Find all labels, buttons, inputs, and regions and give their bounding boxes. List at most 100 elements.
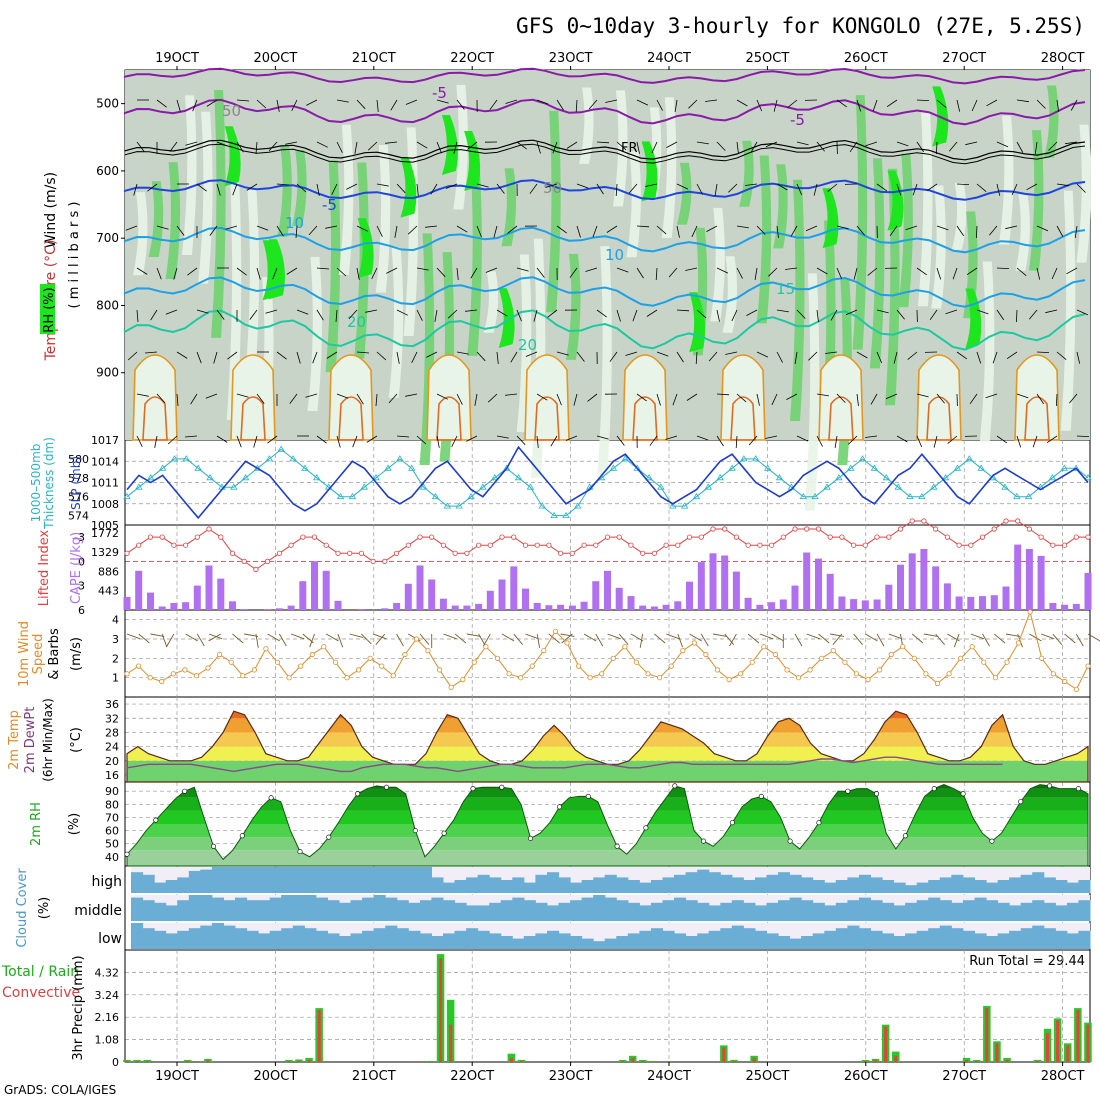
cloud-cover-bar [189,895,201,921]
cloud-cover-bar [351,900,363,921]
temp-tick-label: 20 [105,755,119,768]
cloud-cover-bar [212,923,224,949]
cloud-cover-bar [177,900,189,921]
cloud-cover-bar [385,926,397,949]
precip-convective-bar [753,1058,756,1062]
cloud-cover-bar [674,933,686,949]
rh-point [817,821,821,825]
cloud-cover-bar [489,903,501,921]
cloud-cover-bar [616,936,628,949]
cloud-cover-bar [859,875,871,893]
cloud-cover-bar [582,939,594,949]
cape-bar [206,566,213,611]
cloud-high-label: high [91,874,122,890]
cloud-axis-label: Cloud Cover [15,868,30,948]
precip-convective-bar [732,1061,735,1062]
rh-point [1047,784,1051,788]
precip-convective-bar [1056,1021,1059,1063]
date-label-top: 20OCT [254,51,298,66]
wind-speed-line-point [125,672,129,676]
cape-bar [534,603,541,610]
date-label-top: 24OCT [647,51,691,66]
lifted-index-line-point [1016,519,1020,523]
lifted-index-line-point [289,543,293,547]
rh-tick-label: 60 [105,825,119,838]
surface-wind-barb [795,634,802,646]
lifted-index-line-point [441,543,445,547]
cloud-cover-bar [686,872,698,893]
lifted-index-line-point [219,535,223,539]
contour-label: -5 [432,84,447,102]
cloud-cover-bar [778,872,790,893]
cloud-cover-bar [628,880,640,893]
cape-bar [381,608,388,610]
cape-bar [159,607,166,611]
rh-point [644,826,648,830]
lifted-index-line-point [125,551,129,555]
rh-point [586,794,590,798]
cape-bar [452,606,459,610]
temp-bands [125,690,1090,782]
lifted-index-line-point [676,543,680,547]
rh-point [413,828,417,832]
cloud-cover-bar [177,931,189,949]
lifted-index-line-point [277,551,281,555]
cloud-cover-bar [327,933,339,949]
precip-convective-bar [136,1061,139,1062]
wind-speed-line-point [843,660,847,664]
wind-speed-line-point [796,676,800,680]
surface-wind-barb [338,634,343,647]
contour-label: 20 [347,313,366,331]
cloud-cover-bar [489,933,501,949]
cloud-cover-bar [720,928,732,949]
wind-speed-line-point [854,672,858,676]
cloud-cover-bar [559,903,571,921]
cloud-cover-bar [836,928,848,949]
lifted-index-line-point [406,543,410,547]
surface-wind-barb [350,634,364,638]
contour-label: 20 [518,336,537,354]
cloud-cover-bar [339,903,351,921]
cloud-cover-bar [293,926,305,949]
slp-axis-label: SLP (mb) [69,456,83,510]
surface-wind-barb [167,634,174,646]
cape-bar [335,601,342,610]
cape-bar [557,605,564,610]
cape-bar [182,602,189,610]
surface-wind-barb [666,634,679,639]
cape-bar [1014,545,1021,610]
date-label-top: 23OCT [549,51,593,66]
cape-bar [885,585,892,610]
precip-convective-bar [1066,1045,1069,1062]
lifted-index-line-point [1004,519,1008,523]
cloud-cover-bar [489,877,501,893]
lifted-index-line-point [758,543,762,547]
lifted-index-line-point [617,535,621,539]
precip-convective-bar [126,1061,129,1062]
cloud-cover-bar [651,903,663,921]
cape-bar [604,571,611,610]
precip-convective-bar [1006,1060,1009,1062]
cloud-cover-bar [374,895,386,921]
cloud-cover-bar [270,898,282,921]
cloud-cover-bar [478,875,490,893]
wind-speed-line-point [484,645,488,649]
lifted-index-line-point [148,535,152,539]
wind-speed-line-point [495,656,499,660]
cape-bar [838,597,845,611]
cloud-cover-bar [709,905,721,921]
cape-bar [651,607,658,611]
wind-speed-line-point [866,677,870,681]
cloud-cover-bar [755,905,767,921]
cloud-cover-bar [397,867,409,893]
cloud-cover-bar [651,880,663,893]
pressure-tick-label: 900 [96,366,119,380]
cape-bar [581,602,588,610]
rh-point [384,785,388,789]
cloud-cover-bar [455,880,467,893]
lifted-index-line-point [652,551,656,555]
lifted-index-line-point [840,535,844,539]
precip-convective-bar [1076,1010,1079,1062]
cloud-cover-bar [639,905,651,921]
surface-wind-barb [279,634,286,646]
